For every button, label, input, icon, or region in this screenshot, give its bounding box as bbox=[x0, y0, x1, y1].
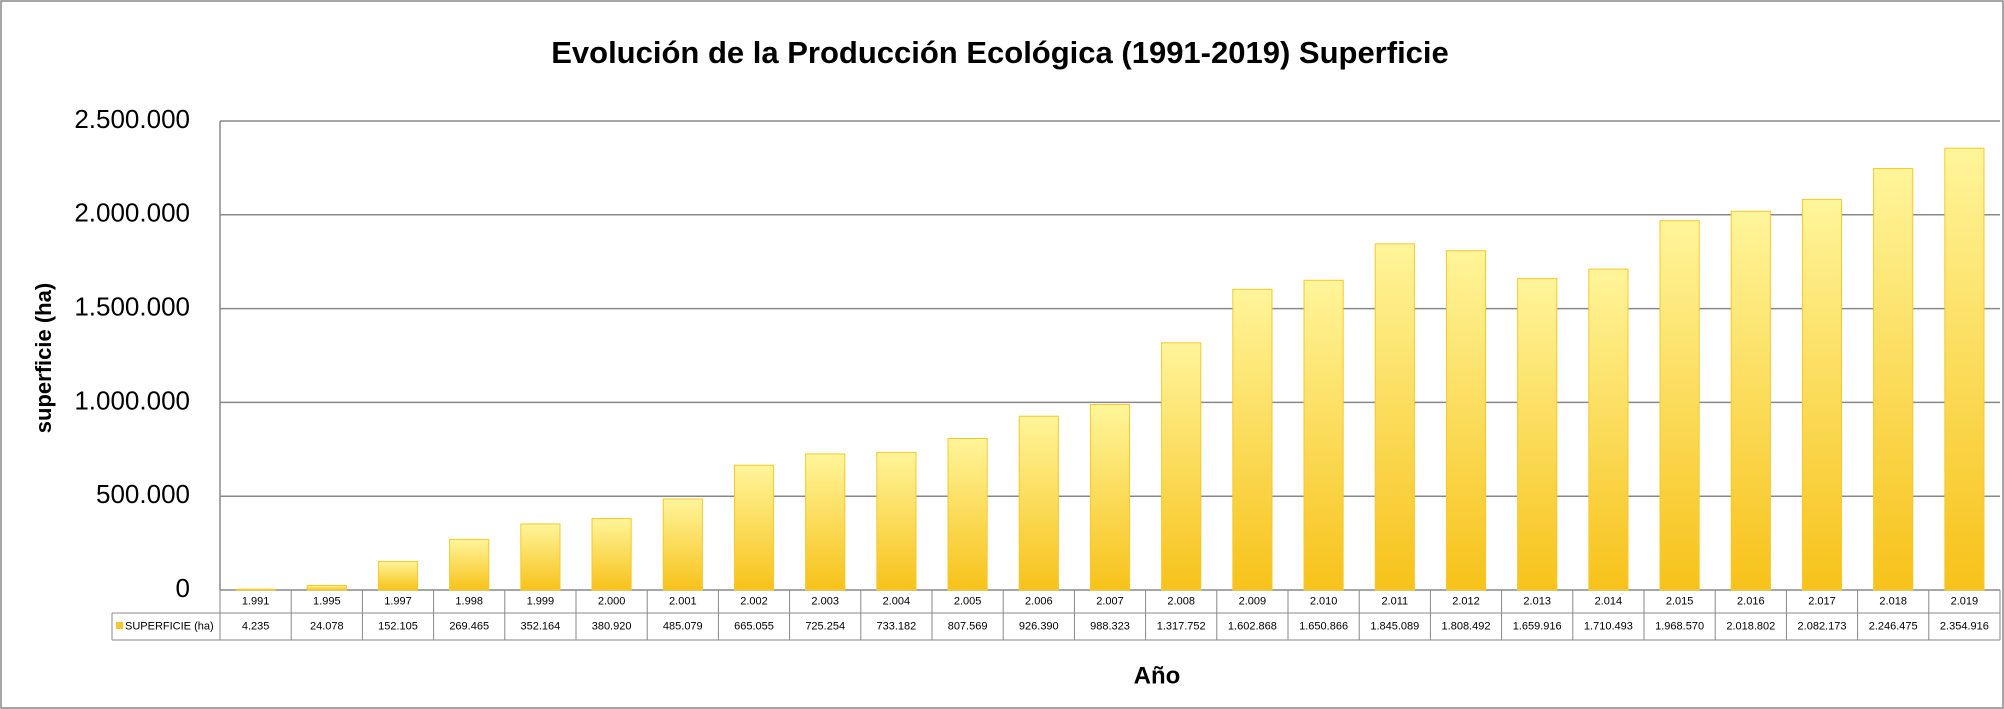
legend-swatch bbox=[116, 622, 123, 629]
x-tick-label: 2.005 bbox=[954, 595, 982, 607]
bar bbox=[306, 584, 347, 591]
bar bbox=[1659, 220, 1700, 591]
x-tick-label: 2.017 bbox=[1808, 595, 1836, 607]
x-tick-label: 2.013 bbox=[1523, 595, 1551, 607]
bar bbox=[1801, 198, 1843, 591]
data-table-value: 807.569 bbox=[948, 620, 988, 632]
data-table-value: 485.079 bbox=[663, 620, 703, 632]
data-table-value: 733.182 bbox=[877, 620, 917, 632]
data-table-value: 2.082.173 bbox=[1798, 620, 1847, 632]
y-tick-label: 500.000 bbox=[96, 479, 190, 509]
x-tick-label: 1.995 bbox=[313, 595, 341, 607]
data-table-value: 269.465 bbox=[449, 620, 489, 632]
bar bbox=[1089, 404, 1131, 591]
bar bbox=[1161, 342, 1202, 591]
bar bbox=[520, 523, 561, 591]
data-table-value: 725.254 bbox=[805, 620, 845, 632]
x-tick-label: 2.016 bbox=[1737, 595, 1765, 607]
x-tick-label: 1.999 bbox=[527, 595, 555, 607]
x-tick-label: 2.012 bbox=[1452, 595, 1480, 607]
x-tick-label: 2.018 bbox=[1879, 595, 1907, 607]
data-table-value: 4.235 bbox=[242, 620, 270, 632]
x-tick-label: 2.006 bbox=[1025, 595, 1053, 607]
bar bbox=[1517, 278, 1558, 591]
x-tick-label: 2.000 bbox=[598, 595, 626, 607]
bar bbox=[947, 438, 988, 591]
data-table-value: 1.317.752 bbox=[1157, 620, 1206, 632]
data-table-value: 1.845.089 bbox=[1370, 620, 1419, 632]
bar bbox=[1232, 288, 1273, 591]
y-tick-label: 2.000.000 bbox=[74, 198, 190, 228]
x-tick-label: 2.011 bbox=[1381, 595, 1408, 607]
bar bbox=[377, 560, 419, 591]
bar bbox=[1445, 250, 1487, 591]
bar bbox=[1873, 168, 1914, 591]
chart-title: Evolución de la Producción Ecológica (19… bbox=[551, 35, 1449, 70]
x-tick-label: 2.009 bbox=[1239, 595, 1267, 607]
x-tick-label: 2.007 bbox=[1096, 595, 1124, 607]
bar bbox=[591, 518, 632, 591]
x-tick-label: 2.010 bbox=[1310, 595, 1338, 607]
data-table-value: 1.602.868 bbox=[1228, 620, 1277, 632]
bar bbox=[662, 498, 703, 591]
data-table-value: 24.078 bbox=[310, 620, 344, 632]
bar bbox=[733, 464, 775, 591]
data-table-value: 1.808.492 bbox=[1442, 620, 1491, 632]
x-axis-label: Año bbox=[1134, 662, 1181, 689]
bar bbox=[449, 538, 490, 591]
data-table-value: 988.323 bbox=[1090, 620, 1130, 632]
x-tick-label: 2.008 bbox=[1167, 595, 1195, 607]
data-table-value: 665.055 bbox=[734, 620, 774, 632]
data-table-value: 1.968.570 bbox=[1655, 620, 1704, 632]
bar bbox=[1588, 268, 1629, 591]
data-table-value: 1.710.493 bbox=[1584, 620, 1633, 632]
y-tick-label: 2.500.000 bbox=[74, 104, 190, 134]
x-tick-label: 2.019 bbox=[1951, 595, 1979, 607]
y-tick-label: 0 bbox=[176, 573, 190, 603]
bar bbox=[1018, 415, 1059, 591]
data-table-value: 2.018.802 bbox=[1726, 620, 1775, 632]
x-tick-label: 1.998 bbox=[455, 595, 483, 607]
bar bbox=[1944, 147, 1985, 591]
data-table-value: 152.105 bbox=[378, 620, 418, 632]
x-tick-label: 1.991 bbox=[242, 595, 270, 607]
bar bbox=[1374, 243, 1415, 591]
x-tick-label: 2.003 bbox=[811, 595, 839, 607]
x-tick-label: 2.004 bbox=[883, 595, 911, 607]
bar bbox=[1303, 279, 1344, 591]
y-axis-label: superficie (ha) bbox=[31, 283, 56, 433]
data-table-value: 380.920 bbox=[592, 620, 632, 632]
data-table-value: 2.246.475 bbox=[1869, 620, 1918, 632]
x-tick-label: 2.001 bbox=[669, 595, 697, 607]
data-table-value: 926.390 bbox=[1019, 620, 1059, 632]
bar bbox=[876, 451, 917, 591]
data-table-value: 352.164 bbox=[521, 620, 561, 632]
x-tick-label: 2.015 bbox=[1666, 595, 1694, 607]
bar bbox=[805, 453, 846, 591]
x-tick-label: 1.997 bbox=[384, 595, 412, 607]
bar bbox=[235, 588, 276, 591]
data-table-value: 1.659.916 bbox=[1513, 620, 1562, 632]
legend-label: SUPERFICIE (ha) bbox=[125, 620, 214, 632]
y-tick-label: 1.500.000 bbox=[74, 291, 190, 321]
x-tick-label: 2.002 bbox=[740, 595, 768, 607]
y-tick-label: 1.000.000 bbox=[74, 385, 190, 415]
bar bbox=[1730, 210, 1771, 591]
data-table-value: 2.354.916 bbox=[1940, 620, 1989, 632]
x-tick-label: 2.014 bbox=[1595, 595, 1623, 607]
data-table-value: 1.650.866 bbox=[1299, 620, 1348, 632]
